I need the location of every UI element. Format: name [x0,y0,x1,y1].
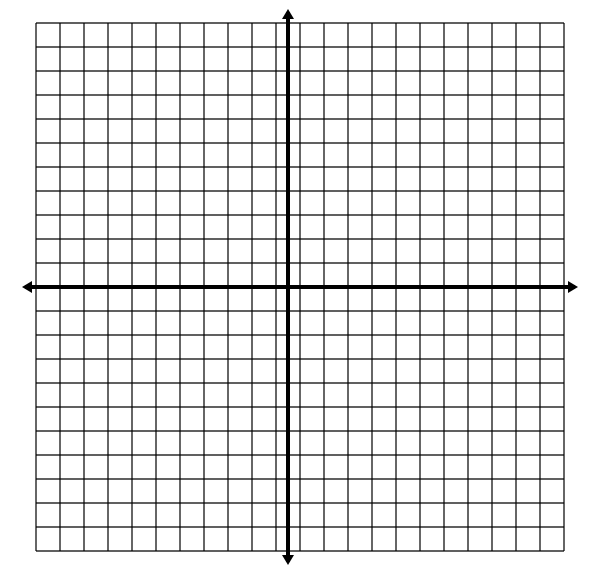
coordinate-plane [22,9,578,565]
coordinate-grid-svg [22,9,578,565]
